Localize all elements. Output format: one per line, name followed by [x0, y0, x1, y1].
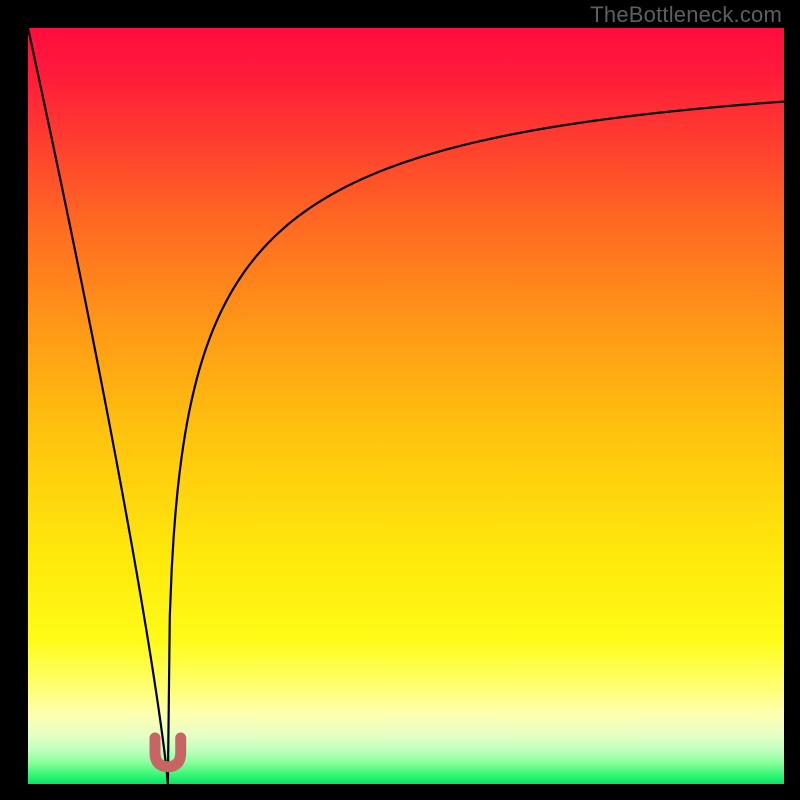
watermark-text: TheBottleneck.com: [590, 2, 782, 28]
plot-svg: [28, 28, 784, 784]
plot-area: [28, 28, 784, 784]
gradient-background: [28, 28, 784, 784]
